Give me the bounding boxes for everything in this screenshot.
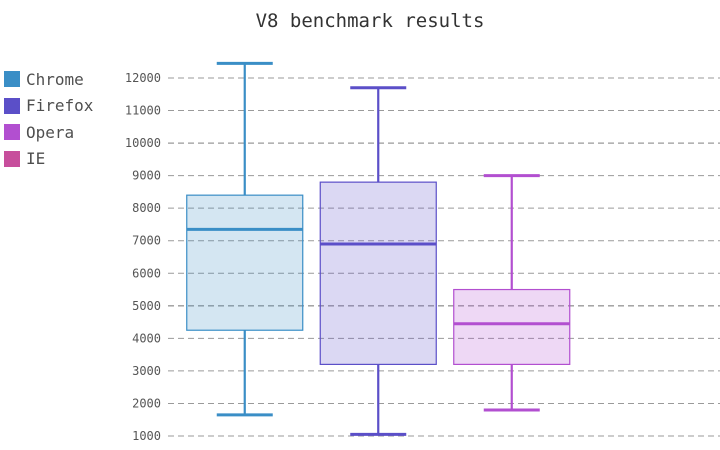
legend-swatch-chrome <box>4 71 20 88</box>
y-tick-label: 2000 <box>132 396 161 410</box>
y-tick-label: 10000 <box>125 136 161 150</box>
y-tick-label: 5000 <box>132 299 161 313</box>
legend-item-opera[interactable]: Opera <box>4 119 93 146</box>
chart-title: V8 benchmark results <box>255 10 485 32</box>
legend: Chrome Firefox Opera IE <box>4 66 93 172</box>
legend-swatch-ie <box>4 150 20 167</box>
y-tick-label: 9000 <box>132 169 161 183</box>
y-tick-label: 8000 <box>132 201 161 215</box>
firefox-box <box>319 181 437 366</box>
legend-label-chrome: Chrome <box>26 69 84 89</box>
y-tick-label: 1000 <box>132 429 161 443</box>
legend-item-firefox[interactable]: Firefox <box>4 93 93 120</box>
legend-item-ie[interactable]: IE <box>4 146 93 173</box>
chrome-box <box>186 194 304 331</box>
y-tick-label: 12000 <box>125 71 161 85</box>
legend-label-ie: IE <box>26 149 46 169</box>
y-tick-label: 4000 <box>132 331 161 345</box>
y-tick-label: 6000 <box>132 266 161 280</box>
y-tick-label: 11000 <box>125 104 161 118</box>
y-tick-label: 7000 <box>132 234 161 248</box>
legend-swatch-firefox <box>4 97 20 114</box>
legend-swatch-opera <box>4 124 20 141</box>
opera-box <box>453 288 571 365</box>
legend-item-chrome[interactable]: Chrome <box>4 66 93 93</box>
y-tick-label: 3000 <box>132 364 161 378</box>
legend-label-opera: Opera <box>26 122 75 142</box>
legend-label-firefox: Firefox <box>26 96 94 116</box>
